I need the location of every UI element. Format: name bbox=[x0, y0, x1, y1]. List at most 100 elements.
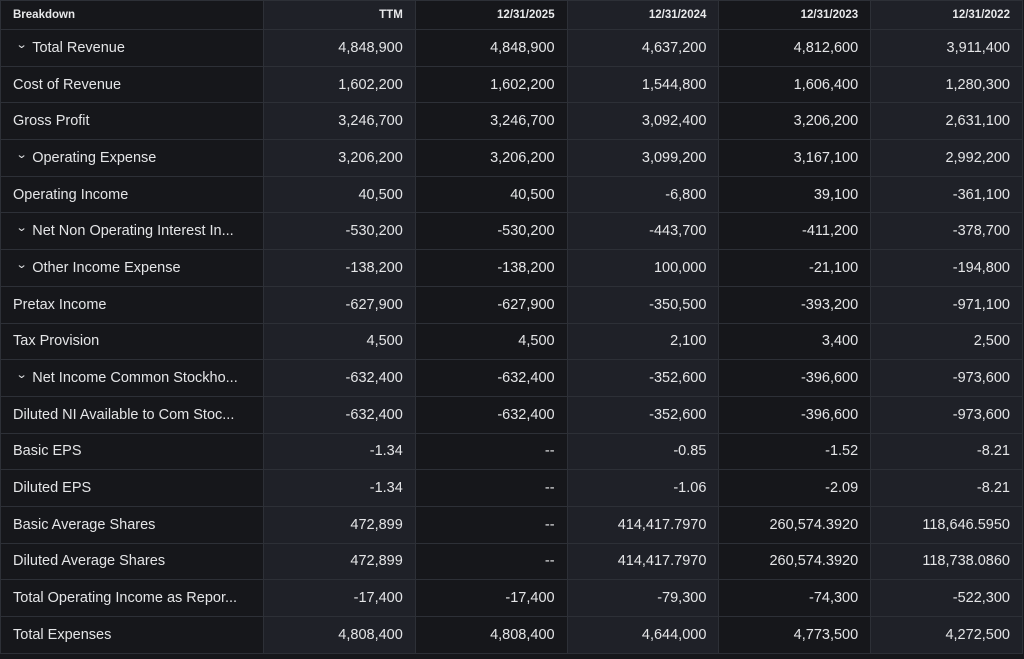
cell-value: 40,500 bbox=[414, 175, 568, 214]
cell-value: 4,848,900 bbox=[263, 29, 416, 67]
row-label: Total Expenses bbox=[0, 616, 264, 654]
row-label: Pretax Income bbox=[0, 285, 264, 324]
row-label-expandable[interactable]: ⌄ Operating Expense bbox=[0, 139, 264, 177]
column-header: 12/31/2022 bbox=[870, 0, 1023, 30]
cell-value: -973,600 bbox=[870, 395, 1023, 434]
row-label: Diluted NI Available to Com Stoc... bbox=[0, 395, 264, 434]
cell-value: 4,812,600 bbox=[718, 29, 872, 67]
cell-value: 260,574.3920 bbox=[718, 542, 872, 581]
cell-value: 472,899 bbox=[263, 505, 416, 544]
cell-value: 3,911,400 bbox=[870, 29, 1023, 67]
cell-value: -138,200 bbox=[414, 249, 568, 287]
row-label-text: Pretax Income bbox=[13, 296, 107, 313]
row-label-text: Basic Average Shares bbox=[13, 516, 156, 533]
table-row: Diluted Average Shares 472,899 -- 414,417.7… bbox=[0, 542, 1023, 581]
table-row: Gross Profit 3,246,700 3,246,700 3,092,400 3… bbox=[0, 102, 1023, 141]
row-label: Cost of Revenue bbox=[0, 65, 264, 104]
cell-value: 4,848,900 bbox=[414, 29, 568, 67]
table-row: ⌄ Operating Expense 3,206,200 3,206,200 3,09… bbox=[0, 139, 1023, 177]
table-row: Basic Average Shares 472,899 -- 414,417.797… bbox=[0, 505, 1023, 544]
cell-value: -971,100 bbox=[870, 285, 1023, 324]
row-label: Diluted Average Shares bbox=[0, 542, 264, 581]
table-row: Basic EPS -1.34 -- -0.85 -1.52 -8.21 bbox=[0, 432, 1023, 471]
cell-value: -632,400 bbox=[414, 359, 568, 397]
cell-value: 3,206,200 bbox=[718, 102, 872, 141]
cell-value: -6,800 bbox=[566, 175, 720, 214]
table-row: Operating Income 40,500 40,500 -6,800 39,100… bbox=[0, 175, 1023, 214]
cell-value: 4,272,500 bbox=[870, 616, 1023, 654]
cell-value: 100,000 bbox=[566, 249, 720, 287]
row-label-text: Basic EPS bbox=[13, 443, 82, 460]
row-label-expandable[interactable]: ⌄ Net Non Operating Interest In... bbox=[0, 212, 264, 251]
cell-value: 1,602,200 bbox=[263, 65, 416, 104]
cell-value: -632,400 bbox=[414, 395, 568, 434]
row-label-expandable[interactable]: ⌄ Other Income Expense bbox=[0, 249, 264, 287]
chevron-down-icon[interactable]: ⌄ bbox=[15, 222, 28, 235]
cell-value: -973,600 bbox=[870, 359, 1023, 397]
chevron-down-icon[interactable]: ⌄ bbox=[15, 258, 28, 271]
cell-value: 4,500 bbox=[414, 322, 568, 361]
row-label-expandable[interactable]: ⌄ Net Income Common Stockho... bbox=[0, 359, 264, 397]
cell-value: -17,400 bbox=[414, 579, 568, 617]
table-row: ⌄ Net Income Common Stockho... -632,400 -63… bbox=[0, 359, 1023, 397]
table-row: Pretax Income -627,900 -627,900 -350,500 -39… bbox=[0, 285, 1023, 324]
row-label: Tax Provision bbox=[0, 322, 264, 361]
row-label-text: Other Income Expense bbox=[32, 259, 181, 276]
row-label: Operating Income bbox=[0, 175, 264, 214]
cell-value: -8.21 bbox=[870, 469, 1023, 507]
cell-value: -396,600 bbox=[718, 395, 872, 434]
cell-value: -1.34 bbox=[263, 469, 416, 507]
cell-value: 3,167,100 bbox=[718, 139, 872, 177]
row-label-text: Net Non Operating Interest In... bbox=[32, 223, 234, 240]
table-row: Diluted EPS -1.34 -- -1.06 -2.09 -8.21 bbox=[0, 469, 1023, 507]
cell-value: 39,100 bbox=[718, 175, 872, 214]
cell-value: -393,200 bbox=[718, 285, 872, 324]
table-row: ⌄ Total Revenue 4,848,900 4,848,900 4,637,20… bbox=[0, 29, 1023, 67]
cell-value: -0.85 bbox=[566, 432, 720, 471]
cell-value: 1,544,800 bbox=[566, 65, 720, 104]
cell-value: -194,800 bbox=[870, 249, 1023, 287]
cell-value: 3,246,700 bbox=[263, 102, 416, 141]
table-row: Total Expenses 4,808,400 4,808,400 4,644,00… bbox=[0, 616, 1023, 654]
column-header-breakdown: Breakdown bbox=[0, 0, 264, 30]
cell-value: -352,600 bbox=[566, 395, 720, 434]
cell-value: -1.52 bbox=[718, 432, 872, 471]
chevron-down-icon[interactable]: ⌄ bbox=[15, 38, 28, 51]
cell-value: -- bbox=[414, 432, 568, 471]
cell-value: 4,808,400 bbox=[263, 616, 416, 654]
table-row: ⌄ Other Income Expense -138,200 -138,200 100… bbox=[0, 249, 1023, 287]
cell-value: 2,631,100 bbox=[870, 102, 1023, 141]
cell-value: -21,100 bbox=[718, 249, 872, 287]
cell-value: -632,400 bbox=[263, 395, 416, 434]
row-label: Basic Average Shares bbox=[0, 505, 264, 544]
cell-value: 4,500 bbox=[263, 322, 416, 361]
cell-value: 1,280,300 bbox=[870, 65, 1023, 104]
cell-value: -- bbox=[414, 505, 568, 544]
table-row: Tax Provision 4,500 4,500 2,100 3,400 2,500 bbox=[0, 322, 1023, 361]
cell-value: 2,500 bbox=[870, 322, 1023, 361]
row-label-text: Diluted Average Shares bbox=[13, 553, 166, 570]
cell-value: -- bbox=[414, 542, 568, 581]
cell-value: -627,900 bbox=[263, 285, 416, 324]
chevron-down-icon[interactable]: ⌄ bbox=[15, 148, 28, 161]
chevron-down-icon[interactable]: ⌄ bbox=[15, 369, 28, 382]
row-label-text: Cost of Revenue bbox=[13, 76, 122, 93]
table-header-row: Breakdown TTM 12/31/2025 12/31/2024 12/31/20… bbox=[0, 0, 1023, 30]
cell-value: 260,574.3920 bbox=[718, 505, 872, 544]
row-label-expandable[interactable]: ⌄ Total Revenue bbox=[0, 29, 264, 67]
cell-value: 1,606,400 bbox=[718, 65, 872, 104]
cell-value: -1.06 bbox=[566, 469, 720, 507]
row-label: Gross Profit bbox=[0, 102, 264, 141]
cell-value: 3,246,700 bbox=[414, 102, 568, 141]
cell-value: -352,600 bbox=[566, 359, 720, 397]
cell-value: 2,992,200 bbox=[870, 139, 1023, 177]
cell-value: -627,900 bbox=[414, 285, 568, 324]
cell-value: 3,206,200 bbox=[263, 139, 416, 177]
cell-value: -74,300 bbox=[718, 579, 872, 617]
cell-value: -361,100 bbox=[870, 175, 1023, 214]
cell-value: -138,200 bbox=[263, 249, 416, 287]
row-label-text: Net Income Common Stockho... bbox=[32, 370, 238, 387]
table-row: Cost of Revenue 1,602,200 1,602,200 1,544,8… bbox=[0, 65, 1023, 104]
cell-value: 2,100 bbox=[566, 322, 720, 361]
